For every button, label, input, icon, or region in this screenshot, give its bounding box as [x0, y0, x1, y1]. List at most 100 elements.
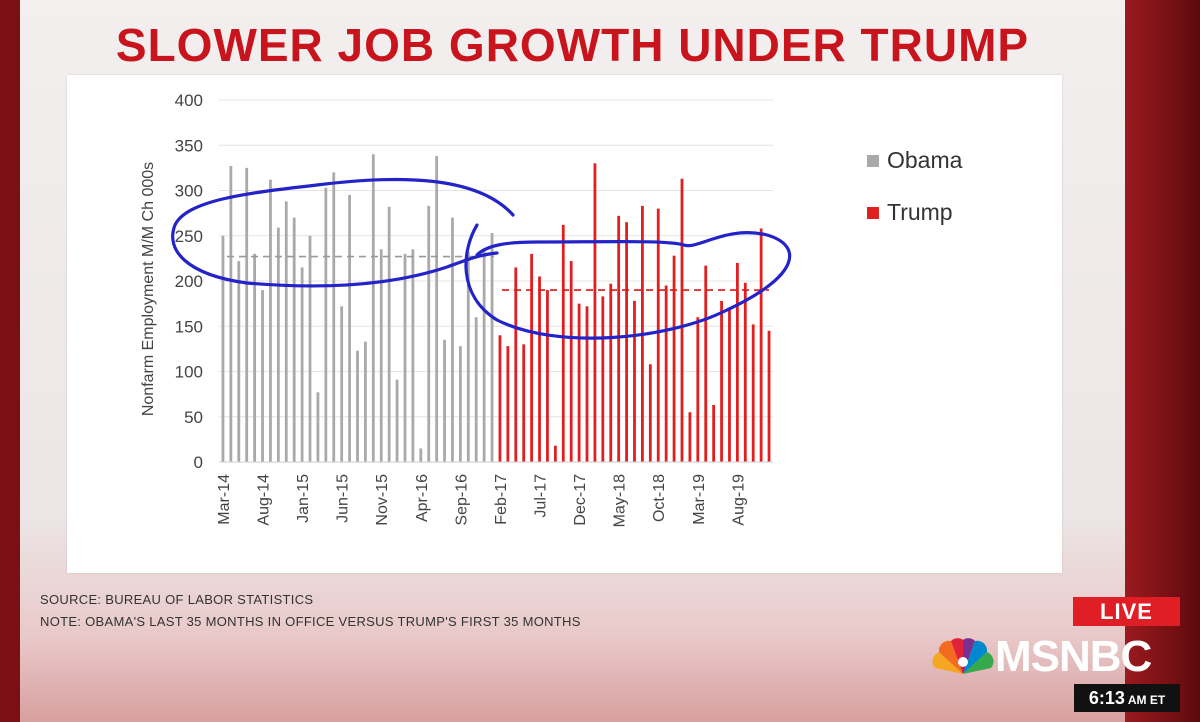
bar-trump	[514, 267, 518, 462]
y-tick-label: 250	[175, 227, 203, 246]
bar-trump	[546, 290, 549, 462]
annotation-circle-trump	[464, 223, 792, 340]
bar-trump	[625, 222, 628, 462]
bar-trump	[553, 445, 557, 462]
bar-obama	[427, 205, 431, 462]
bar-trump	[569, 261, 573, 462]
bar-trump	[538, 276, 541, 462]
clock-suffix: AM ET	[1127, 693, 1166, 707]
bar-obama	[284, 201, 288, 463]
y-tick-label: 200	[175, 272, 203, 291]
bar-obama	[340, 306, 344, 462]
bar-obama	[332, 172, 336, 462]
chart-container: 0 50 100 150 200 250 300 350 400 Nonfarm Employme…	[67, 75, 1062, 573]
clock-time: 6:13	[1088, 688, 1125, 708]
y-tick-label: 150	[175, 317, 203, 336]
bar-obama	[292, 217, 296, 462]
annotation-circle-obama	[171, 177, 515, 288]
bar-trump	[648, 364, 652, 462]
x-tick-label: Apr-16	[414, 474, 431, 522]
bar-trump	[696, 317, 700, 462]
bar-trump	[656, 208, 660, 462]
x-tick-label: Dec-17	[572, 474, 589, 526]
bar-obama	[482, 250, 486, 462]
legend-label-obama: Obama	[887, 147, 963, 173]
bar-obama	[364, 341, 367, 462]
bar-trump	[530, 253, 534, 462]
legend-swatch-obama	[867, 155, 879, 167]
source-note: SOURCE: BUREAU OF LABOR STATISTICS	[40, 592, 314, 607]
bar-trump	[577, 303, 581, 463]
y-tick-label: 400	[175, 91, 203, 110]
x-tick-label: Nov-15	[374, 474, 391, 526]
x-tick-label: Mar-19	[691, 474, 708, 525]
bar-trump	[633, 300, 636, 462]
network-name: MSNBC	[995, 632, 1152, 681]
bar-obama	[458, 346, 462, 462]
bar-obama	[387, 206, 391, 462]
bar-obama	[411, 249, 415, 462]
bar-obama	[300, 267, 304, 462]
bar-trump	[728, 309, 731, 462]
bar-obama	[451, 217, 454, 462]
bar-trump	[506, 346, 510, 462]
x-tick-label: Jul-17	[533, 474, 550, 518]
clock-badge: 6:13 AM ET	[1074, 684, 1180, 712]
legend-label-trump: Trump	[887, 199, 953, 225]
bar-obama	[229, 166, 233, 462]
bar-obama	[316, 392, 320, 462]
bar-obama	[348, 195, 351, 462]
bar-trump	[743, 282, 747, 462]
bar-obama	[324, 187, 328, 462]
bar-trump	[617, 215, 621, 462]
footnote: NOTE: OBAMA'S LAST 35 MONTHS IN OFFICE V…	[40, 614, 581, 629]
y-tick-label: 350	[175, 136, 203, 155]
network-logo: MSNBC	[930, 630, 1185, 681]
bar-trump	[585, 306, 589, 462]
bar-obama	[395, 379, 399, 462]
x-tick-label: Feb-17	[493, 474, 510, 525]
bar-obama	[237, 261, 241, 462]
bar-trump	[522, 344, 526, 462]
x-tick-label: Aug-19	[730, 474, 747, 526]
bar-trump	[498, 335, 502, 462]
bar-trump	[680, 178, 684, 462]
bar-trump	[720, 300, 723, 462]
bar-trump	[688, 412, 692, 462]
bar-obama	[308, 235, 312, 462]
bar-obama	[371, 154, 375, 463]
bar-trump	[664, 285, 668, 462]
bar-trump	[751, 324, 755, 462]
y-tick-label: 50	[184, 408, 203, 427]
bar-obama	[466, 252, 470, 462]
y-axis-label: Nonfarm Employment M/M Ch 000s	[140, 162, 157, 416]
bar-trump	[735, 262, 739, 462]
y-tick-label: 100	[175, 363, 203, 382]
bar-trump	[767, 330, 771, 462]
bar-obama	[435, 156, 439, 463]
x-tick-label: Jun-15	[335, 474, 352, 523]
bar-obama	[403, 253, 407, 462]
bar-trump	[601, 296, 605, 462]
x-tick-label: Jan-15	[295, 474, 312, 523]
peacock-icon	[932, 638, 994, 674]
job-growth-chart: 0 50 100 150 200 250 300 350 400 Nonfarm Employme…	[140, 91, 963, 527]
bar-obama	[490, 233, 494, 462]
bar-obama	[221, 235, 225, 462]
bar-trump	[704, 265, 708, 462]
y-tick-label: 300	[175, 182, 203, 201]
bar-trump	[561, 224, 565, 462]
x-tick-label: Oct-18	[651, 474, 668, 522]
y-tick-label: 0	[194, 453, 203, 472]
bar-obama	[474, 317, 478, 462]
x-tick-label: Sep-16	[453, 474, 470, 526]
bar-obama	[269, 179, 272, 462]
bar-obama	[245, 167, 249, 463]
bar-obama	[253, 253, 257, 462]
graphic-title: SLOWER JOB GROWTH UNDER TRUMP	[115, 19, 1030, 71]
x-tick-label: May-18	[612, 474, 629, 527]
x-tick-label: Mar-14	[216, 474, 233, 525]
live-badge: LIVE	[1073, 597, 1180, 626]
x-tick-label: Aug-14	[256, 474, 273, 526]
bar-trump	[672, 255, 676, 462]
